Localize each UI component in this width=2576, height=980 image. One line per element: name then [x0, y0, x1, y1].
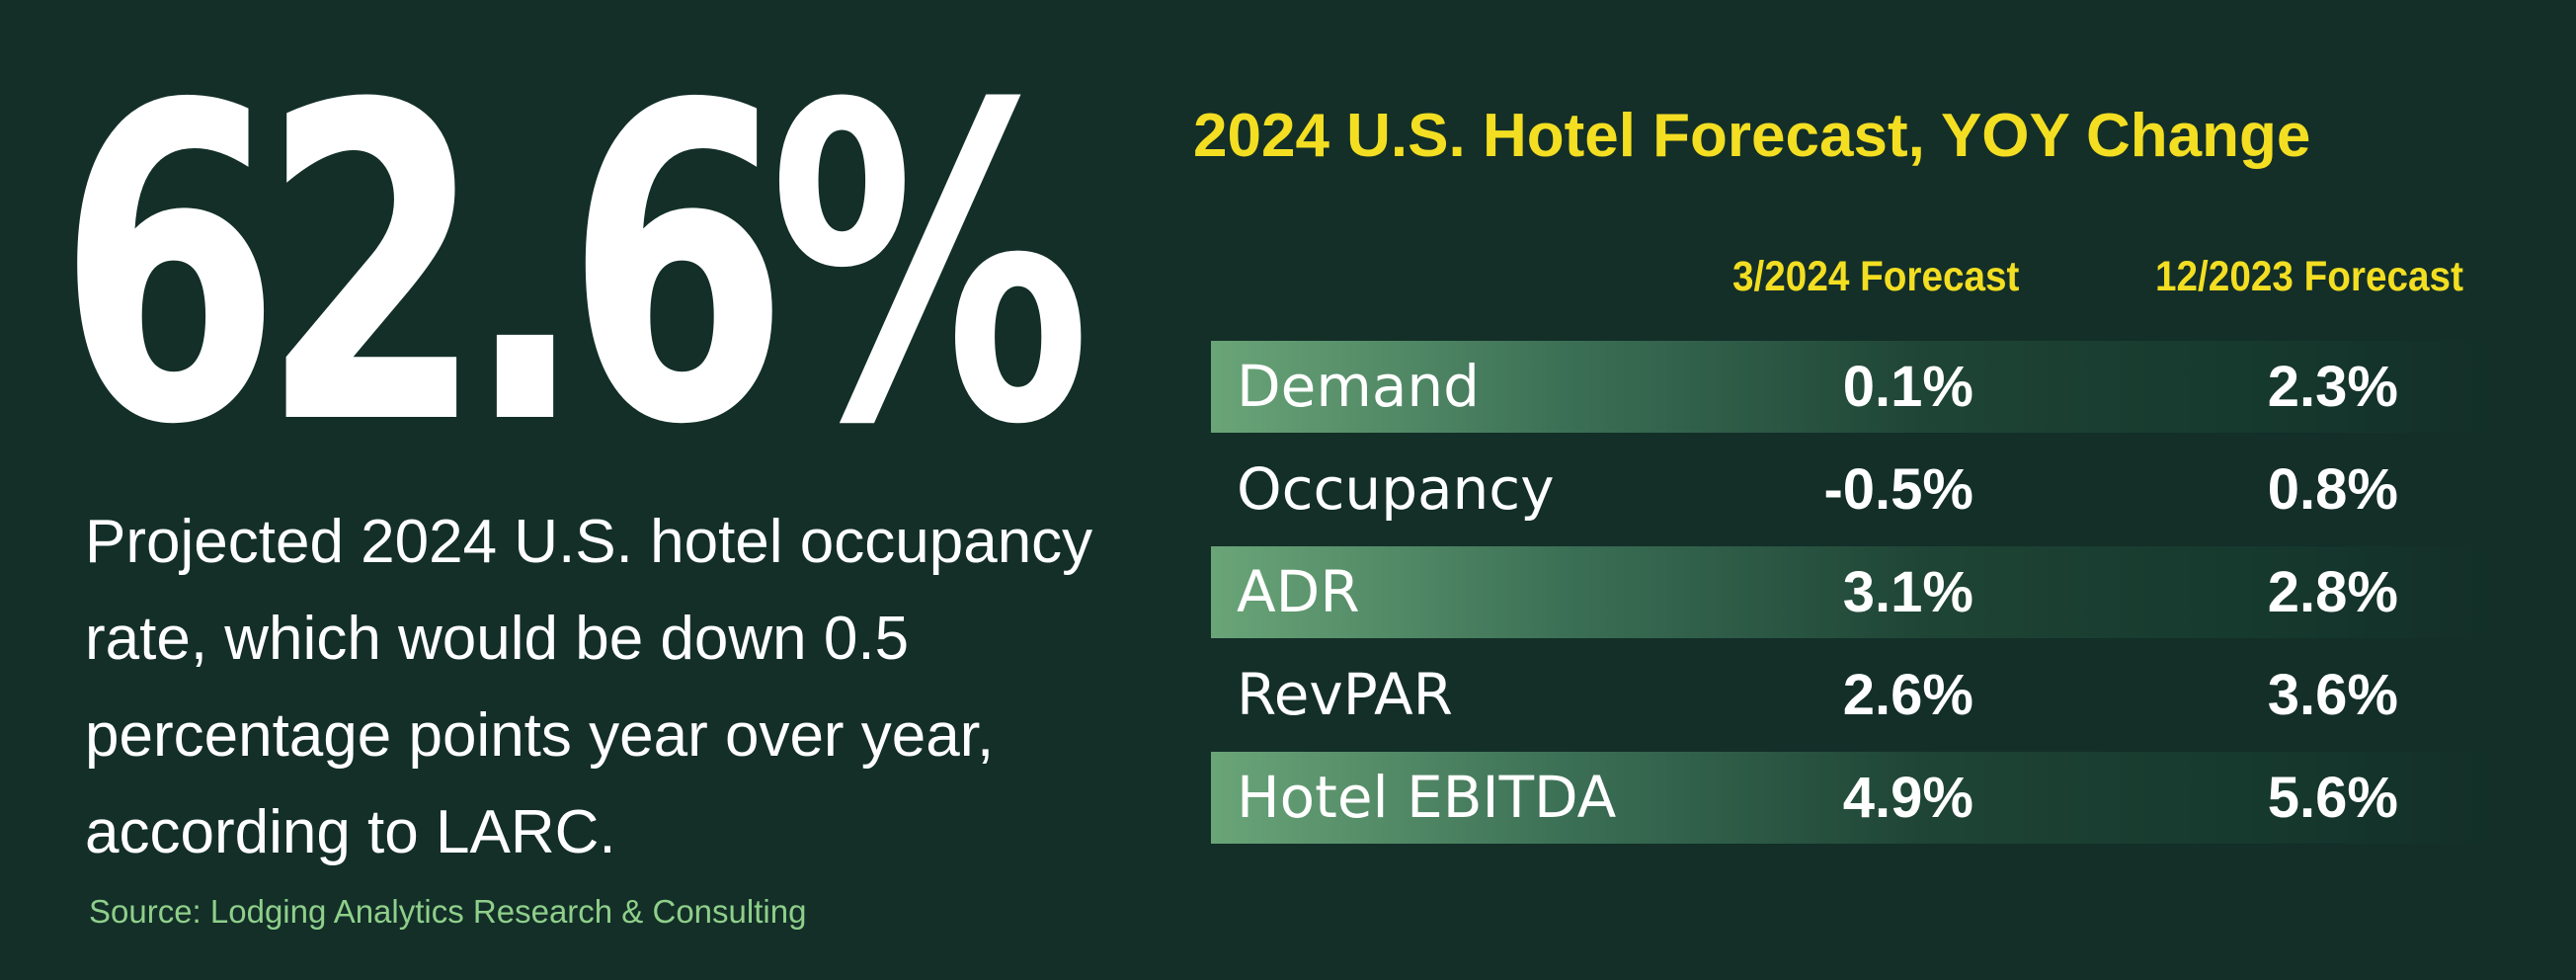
chart-title: 2024 U.S. Hotel Forecast, YOY Change [1193, 102, 2311, 170]
row-value-march-2024: 0.1% [1842, 355, 1973, 419]
row-value-december-2023: 2.3% [2267, 355, 2398, 419]
row-value-march-2024: 4.9% [1842, 766, 1973, 830]
column-header-december-2023: 12/2023 Forecast [2155, 253, 2463, 300]
table-row: RevPAR 2.6% 3.6% [1211, 649, 2495, 741]
table-row: Hotel EBITDA 4.9% 5.6% [1211, 752, 2495, 844]
row-value-december-2023: 0.8% [2267, 457, 2398, 522]
row-value-december-2023: 3.6% [2267, 663, 2398, 727]
row-metric-label: ADR [1237, 558, 1360, 625]
row-value-december-2023: 5.6% [2267, 766, 2398, 830]
row-metric-label: Hotel EBITDA [1237, 764, 1617, 831]
row-metric-label: RevPAR [1237, 661, 1453, 728]
table-row: ADR 3.1% 2.8% [1211, 546, 2495, 638]
row-metric-label: Demand [1237, 353, 1480, 420]
row-value-december-2023: 2.8% [2267, 560, 2398, 624]
row-value-march-2024: 3.1% [1842, 560, 1973, 624]
headline-description: Projected 2024 U.S. hotel occupancy rate… [85, 508, 1093, 866]
source-credit: Source: Lodging Analytics Research & Con… [89, 893, 807, 930]
table-row: Demand 0.1% 2.3% [1211, 341, 2495, 433]
column-header-march-2024: 3/2024 Forecast [1732, 253, 2020, 300]
row-value-march-2024: 2.6% [1842, 663, 1973, 727]
row-value-march-2024: -0.5% [1823, 457, 1973, 522]
row-metric-label: Occupancy [1237, 455, 1555, 523]
forecast-table: Demand 0.1% 2.3% Occupancy -0.5% 0.8% AD… [1211, 341, 2495, 855]
headline-value: 62.6% [57, 14, 1091, 520]
table-row: Occupancy -0.5% 0.8% [1211, 444, 2495, 535]
